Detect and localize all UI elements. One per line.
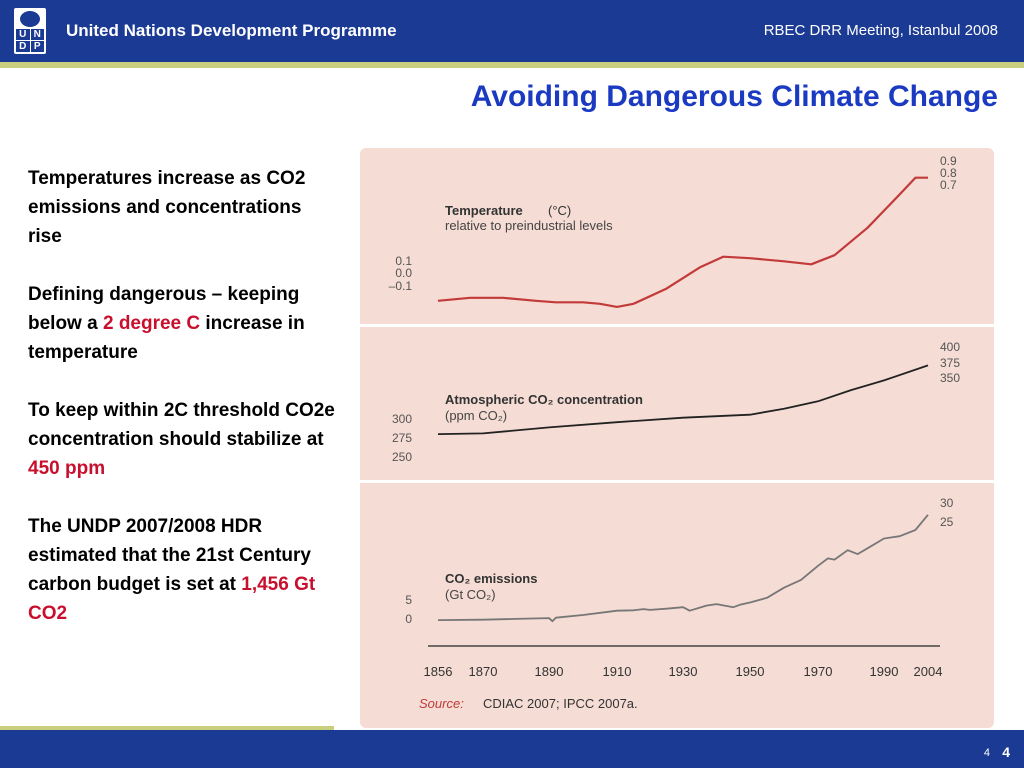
source-text: CDIAC 2007; IPCC 2007a. [483,696,638,711]
page-number: 4 [1002,744,1010,760]
paragraph-1: Temperatures increase as CO2 emissions a… [28,168,306,247]
left-tick-label: 250 [392,450,412,464]
right-tick-label: 0.9 [940,154,957,168]
x-tick-label: 1970 [804,664,833,679]
right-tick-label: 0.7 [940,178,957,192]
series-line-2 [437,364,929,435]
panel-divider [360,480,994,483]
highlight-450-ppm: 450 ppm [28,458,106,479]
right-tick-label: 375 [940,356,960,370]
x-tick-label: 1890 [535,664,564,679]
source-label: Source: [419,696,464,711]
x-tick-label: 1950 [736,664,765,679]
right-tick-label: 400 [940,340,960,354]
x-tick-label: 2004 [914,664,943,679]
panel-subtitle-3: (Gt CO₂) [445,587,496,602]
left-tick-label: 0 [405,612,412,626]
logo-letter: N [30,29,44,40]
left-tick-label: 300 [392,412,412,426]
header-bar: U N D P United Nations Development Progr… [0,0,1024,62]
left-tick-label: –0.1 [389,279,413,293]
highlight-2-degree: 2 degree C [102,313,201,334]
x-tick-label: 1930 [669,664,698,679]
org-name: United Nations Development Programme [66,21,397,40]
x-tick-label: 1856 [424,664,453,679]
left-tick-label: 0.0 [395,266,412,280]
footer-bar [0,730,1024,768]
panel-title-2: Atmospheric CO₂ concentration [445,392,643,407]
paragraph-3: To keep within 2C threshold CO2e concent… [28,400,335,479]
right-tick-label: 0.8 [940,166,957,180]
header-stripe [0,62,1024,68]
logo-letter: P [30,41,44,52]
x-tick-label: 1910 [603,664,632,679]
meeting-label: RBEC DRR Meeting, Istanbul 2008 [763,22,998,39]
paragraph-4: The UNDP 2007/2008 HDR estimated that th… [28,516,316,624]
page-number-small: 4 [983,747,990,759]
left-tick-label: 0.1 [395,254,412,268]
x-tick-label: 1990 [870,664,899,679]
climate-chart: Temperature (°C)relative to preindustria… [360,154,994,711]
highlight-carbon-budget: 1,456 Gt CO2 [28,574,316,624]
panel-title-1: Temperature [445,203,523,218]
paragraph-2: Defining dangerous – keeping below a 2 d… [28,284,305,363]
logo-letters: U N D P [16,29,44,52]
panel-title-3: CO₂ emissions [445,571,537,586]
panel-subtitle-1: relative to preindustrial levels [445,218,613,233]
right-tick-label: 25 [940,515,954,529]
left-tick-label: 275 [392,431,412,445]
x-tick-label: 1870 [469,664,498,679]
undp-logo: U N D P [14,8,46,54]
panel-title-unit-1: (°C) [548,203,571,218]
bullet-text: Temperatures increase as CO2 emissions a… [28,164,338,657]
series-line-3 [437,514,929,623]
slide-title: Avoiding Dangerous Climate Change [470,80,998,113]
left-tick-label: 5 [405,593,412,607]
right-tick-label: 350 [940,371,960,385]
footer-stripe [0,726,334,730]
panel-subtitle-2: (ppm CO₂) [445,408,507,423]
right-tick-label: 30 [940,496,954,510]
un-emblem-icon [20,11,40,27]
logo-letter: U [16,29,30,40]
chart-panel: Temperature (°C) relative to preindustria… [360,148,994,728]
panel-divider [360,324,994,327]
logo-letter: D [16,41,30,52]
series-line-1 [437,176,928,308]
